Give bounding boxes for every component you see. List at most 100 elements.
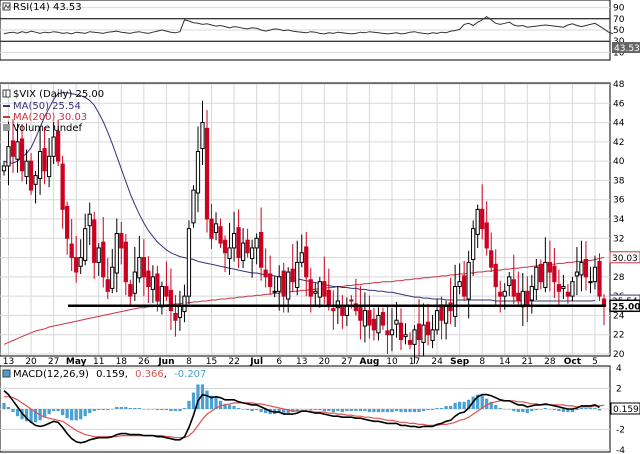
candle-body: [556, 284, 562, 292]
candle-body: [213, 223, 219, 233]
candle-body: [159, 286, 165, 308]
date-tick-label: Jul: [249, 357, 263, 367]
price-value-box: [609, 251, 640, 264]
ma200-legend-label: MA(200) 30.03: [13, 112, 87, 123]
macd-histogram-bar: [412, 409, 417, 413]
macd-histogram-bar: [74, 409, 78, 421]
candle-body: [277, 276, 282, 292]
macd-histogram-bar: [430, 409, 435, 411]
date-tick-label: 28: [544, 357, 556, 367]
candle-body: [529, 286, 534, 301]
macd-histogram-bar: [142, 409, 146, 410]
macd-legend-label: MACD(12,26,9) 0.159, 0.366, -0.207: [13, 369, 206, 380]
candle-body: [119, 232, 124, 249]
candle-body: [511, 279, 516, 297]
macd-histogram-bar: [79, 409, 83, 420]
candle-body: [349, 299, 354, 302]
candle-body: [335, 300, 340, 309]
macd-histogram-bar: [214, 397, 218, 409]
macd-histogram-bar: [349, 409, 353, 412]
candle-body: [398, 322, 404, 341]
macd-histogram-bar: [282, 409, 286, 415]
candle-body: [394, 319, 399, 325]
macd-histogram-bar: [503, 409, 507, 410]
macd-histogram-bar: [101, 409, 105, 411]
candle-body: [480, 208, 485, 230]
candle-body: [218, 226, 223, 244]
price-value-box: [609, 299, 640, 313]
candle-body: [507, 276, 512, 287]
candle-body: [263, 269, 268, 278]
macd-histogram-bar: [232, 405, 236, 409]
macd-histogram-bar: [29, 409, 33, 423]
candle-body: [177, 305, 183, 318]
price-y-axis: 202224262830323436384042444648: [613, 80, 625, 360]
macd-histogram-bar: [196, 384, 200, 409]
candle-body: [516, 292, 521, 302]
macd-legend-name: MACD(12,26,9): [13, 369, 89, 380]
ma200-line: [3, 256, 605, 345]
macd-histogram-bar: [421, 409, 426, 412]
macd-histogram-bar: [489, 401, 493, 409]
price-value-label: 30.03: [612, 254, 638, 264]
date-tick-label: 11: [93, 357, 104, 367]
candle-body: [286, 271, 291, 300]
price-tick-label: 38: [613, 176, 625, 186]
macd-legend-signal: 0.366: [135, 369, 164, 380]
candle-body: [132, 271, 137, 294]
candle-body: [123, 241, 128, 283]
candle-body: [389, 329, 395, 336]
candle-body: [313, 290, 318, 294]
price-tick-label: 28: [613, 273, 625, 283]
macd-histogram-bar: [313, 409, 317, 411]
candle-body: [453, 286, 458, 317]
date-tick-label: 13: [3, 357, 14, 367]
candle-body: [502, 290, 507, 297]
candle-body: [10, 140, 16, 157]
price-tick-label: 36: [613, 196, 625, 206]
macd-histogram-bar: [15, 409, 20, 417]
macd-histogram-bar: [155, 409, 160, 411]
candle-body: [60, 163, 65, 210]
candle-body: [592, 266, 598, 283]
candle-body: [259, 232, 264, 268]
macd-histogram-bar: [521, 409, 525, 413]
date-tick-label: 8: [479, 357, 485, 367]
rsi-level-lines: [0, 18, 610, 42]
macd-histogram-bar: [304, 409, 308, 410]
price-tick-label: 48: [613, 80, 625, 90]
macd-histogram-bar: [480, 395, 484, 409]
macd-histogram-bar: [61, 409, 65, 416]
macd-histogram-bar: [209, 395, 214, 409]
price-value-label: 25.00: [612, 302, 640, 312]
candle-body: [105, 279, 110, 292]
candle-body: [525, 290, 530, 307]
candle-body: [101, 241, 106, 278]
date-tick-label: 6: [276, 357, 282, 367]
candle-body: [28, 160, 34, 191]
ma50-legend-label: MA(50) 25.54: [13, 101, 81, 112]
macd-histogram-bar: [97, 409, 101, 411]
candle-body: [543, 261, 548, 288]
macd-histogram-bar: [2, 402, 6, 409]
macd-histogram-bar: [318, 409, 322, 411]
macd-histogram-bar: [133, 407, 137, 409]
macd-histogram-bar: [322, 409, 326, 412]
date-tick-label: Jun: [157, 357, 174, 367]
macd-histogram-bar: [453, 402, 457, 409]
candle-body: [281, 270, 286, 297]
macd-histogram-bar: [11, 409, 15, 413]
price-tick-label: 42: [613, 138, 624, 148]
macd-histogram-bar: [530, 409, 534, 412]
candle-body: [322, 281, 327, 297]
candle-body: [204, 127, 210, 220]
candle-body: [182, 295, 187, 313]
macd-histogram-bar: [593, 407, 597, 409]
macd-histogram-bar: [588, 407, 593, 409]
macd-tick-label: 2: [616, 385, 622, 395]
macd-tick-label: -2: [616, 426, 625, 436]
macd-histogram-bar: [561, 409, 566, 413]
